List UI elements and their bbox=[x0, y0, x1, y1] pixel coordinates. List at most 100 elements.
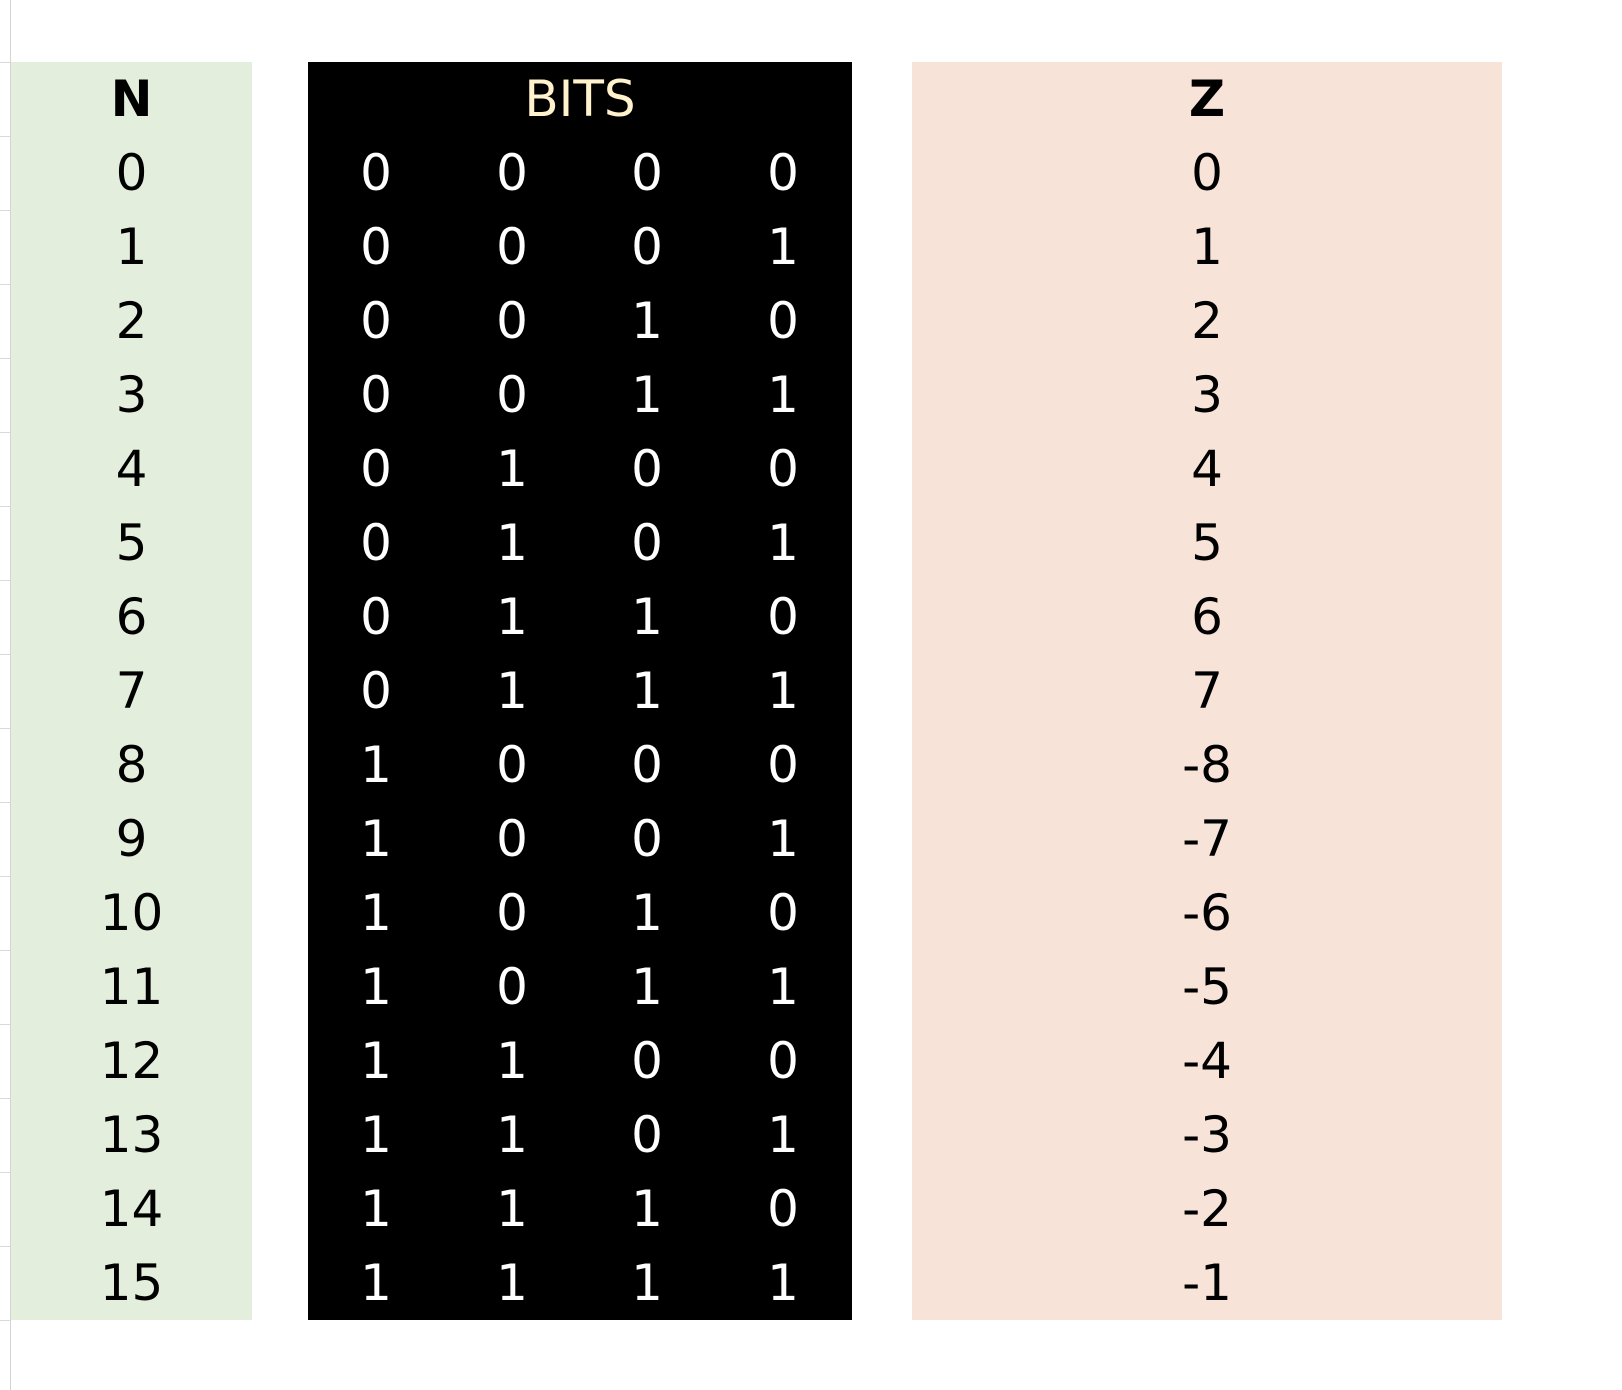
bit-cell[interactable]: 0 bbox=[767, 292, 799, 350]
bit-cell[interactable]: 0 bbox=[767, 1180, 799, 1238]
bit-cell[interactable]: 1 bbox=[767, 810, 799, 868]
bit-cell[interactable]: 1 bbox=[496, 514, 528, 572]
bit-cell[interactable]: 0 bbox=[360, 440, 392, 498]
bit-cell[interactable]: 1 bbox=[360, 884, 392, 942]
bit-cell[interactable]: 1 bbox=[767, 662, 799, 720]
n-cell[interactable]: 13 bbox=[99, 1106, 164, 1164]
z-cell[interactable]: -6 bbox=[1182, 884, 1232, 942]
n-cell[interactable]: 12 bbox=[99, 1032, 164, 1090]
bit-cell[interactable]: 0 bbox=[496, 810, 528, 868]
bit-cell[interactable]: 0 bbox=[631, 1106, 663, 1164]
bit-cell[interactable]: 0 bbox=[631, 514, 663, 572]
bit-cell[interactable]: 0 bbox=[767, 884, 799, 942]
bit-cell[interactable]: 1 bbox=[767, 1106, 799, 1164]
z-cell[interactable]: 7 bbox=[1191, 662, 1223, 720]
bit-cell[interactable]: 0 bbox=[360, 292, 392, 350]
bit-cell[interactable]: 0 bbox=[631, 440, 663, 498]
n-cell[interactable]: 2 bbox=[115, 292, 148, 350]
bit-cell[interactable]: 1 bbox=[631, 884, 663, 942]
z-cell[interactable]: -4 bbox=[1182, 1032, 1232, 1090]
bit-cell[interactable]: 1 bbox=[496, 1106, 528, 1164]
bit-cell[interactable]: 1 bbox=[631, 1180, 663, 1238]
z-header[interactable]: Z bbox=[1188, 70, 1226, 128]
bit-cell[interactable]: 1 bbox=[496, 1180, 528, 1238]
bit-cell[interactable]: 0 bbox=[767, 588, 799, 646]
bit-cell[interactable]: 0 bbox=[767, 144, 799, 202]
bit-cell[interactable]: 1 bbox=[631, 588, 663, 646]
bit-cell[interactable]: 0 bbox=[496, 958, 528, 1016]
bit-cell[interactable]: 0 bbox=[496, 218, 528, 276]
n-cell[interactable]: 3 bbox=[115, 366, 148, 424]
bit-cell[interactable]: 0 bbox=[360, 514, 392, 572]
z-cell[interactable]: -2 bbox=[1182, 1180, 1232, 1238]
bit-cell[interactable]: 0 bbox=[631, 736, 663, 794]
bit-cell[interactable]: 1 bbox=[631, 292, 663, 350]
z-cell[interactable]: 0 bbox=[1191, 144, 1223, 202]
bit-cell[interactable]: 0 bbox=[767, 736, 799, 794]
bit-cell[interactable]: 1 bbox=[631, 366, 663, 424]
bit-cell[interactable]: 0 bbox=[360, 144, 392, 202]
z-cell[interactable]: 5 bbox=[1191, 514, 1223, 572]
n-cell[interactable]: 7 bbox=[115, 662, 148, 720]
n-cell[interactable]: 9 bbox=[115, 810, 148, 868]
bit-cell[interactable]: 1 bbox=[767, 366, 799, 424]
n-cell[interactable]: 6 bbox=[115, 588, 148, 646]
bit-cell[interactable]: 1 bbox=[767, 514, 799, 572]
bit-cell[interactable]: 1 bbox=[360, 958, 392, 1016]
z-cell[interactable]: 2 bbox=[1191, 292, 1223, 350]
n-header[interactable]: N bbox=[110, 70, 153, 128]
bit-cell[interactable]: 1 bbox=[631, 662, 663, 720]
bit-cell[interactable]: 0 bbox=[496, 884, 528, 942]
bit-cell[interactable]: 1 bbox=[360, 736, 392, 794]
n-cell[interactable]: 15 bbox=[99, 1254, 164, 1312]
bits-header[interactable]: BITS bbox=[524, 70, 636, 128]
n-cell[interactable]: 11 bbox=[99, 958, 164, 1016]
bit-cell[interactable]: 0 bbox=[496, 366, 528, 424]
bit-cell[interactable]: 1 bbox=[767, 1254, 799, 1312]
bit-cell[interactable]: 1 bbox=[631, 1254, 663, 1312]
bit-cell[interactable]: 0 bbox=[360, 218, 392, 276]
z-cell[interactable]: 3 bbox=[1191, 366, 1223, 424]
bit-cell[interactable]: 1 bbox=[360, 1180, 392, 1238]
z-cell[interactable]: -3 bbox=[1182, 1106, 1232, 1164]
bit-cell[interactable]: 0 bbox=[767, 1032, 799, 1090]
n-cell[interactable]: 5 bbox=[115, 514, 148, 572]
bit-cell[interactable]: 0 bbox=[631, 218, 663, 276]
bit-cell[interactable]: 0 bbox=[496, 292, 528, 350]
n-cell[interactable]: 4 bbox=[115, 440, 148, 498]
bit-cell[interactable]: 1 bbox=[496, 440, 528, 498]
n-cell[interactable]: 10 bbox=[99, 884, 164, 942]
bit-cell[interactable]: 0 bbox=[360, 662, 392, 720]
bit-cell[interactable]: 1 bbox=[360, 810, 392, 868]
bit-cell[interactable]: 1 bbox=[496, 662, 528, 720]
z-cell[interactable]: -5 bbox=[1182, 958, 1232, 1016]
bit-cell[interactable]: 1 bbox=[767, 958, 799, 1016]
bit-cell[interactable]: 1 bbox=[496, 1032, 528, 1090]
bit-cell[interactable]: 1 bbox=[631, 958, 663, 1016]
bit-cell[interactable]: 1 bbox=[496, 1254, 528, 1312]
n-cell[interactable]: 14 bbox=[99, 1180, 164, 1238]
z-cell[interactable]: -7 bbox=[1182, 810, 1232, 868]
z-cell[interactable]: 4 bbox=[1191, 440, 1223, 498]
bit-cell[interactable]: 1 bbox=[496, 588, 528, 646]
bit-cell[interactable]: 0 bbox=[496, 736, 528, 794]
bit-cell[interactable]: 0 bbox=[631, 144, 663, 202]
bit-cell[interactable]: 0 bbox=[631, 810, 663, 868]
z-cell[interactable]: -1 bbox=[1182, 1254, 1232, 1312]
z-cell[interactable]: 1 bbox=[1191, 218, 1223, 276]
n-cell[interactable]: 0 bbox=[115, 144, 148, 202]
bit-cell[interactable]: 0 bbox=[496, 144, 528, 202]
bit-cell[interactable]: 1 bbox=[360, 1032, 392, 1090]
n-cell[interactable]: 1 bbox=[115, 218, 148, 276]
bit-cell[interactable]: 0 bbox=[360, 366, 392, 424]
row-divider bbox=[0, 802, 10, 803]
bit-cell[interactable]: 1 bbox=[360, 1106, 392, 1164]
bit-cell[interactable]: 0 bbox=[631, 1032, 663, 1090]
bit-cell[interactable]: 0 bbox=[360, 588, 392, 646]
n-cell[interactable]: 8 bbox=[115, 736, 148, 794]
bit-cell[interactable]: 0 bbox=[767, 440, 799, 498]
z-cell[interactable]: 6 bbox=[1191, 588, 1223, 646]
z-cell[interactable]: -8 bbox=[1182, 736, 1232, 794]
bit-cell[interactable]: 1 bbox=[767, 218, 799, 276]
bit-cell[interactable]: 1 bbox=[360, 1254, 392, 1312]
